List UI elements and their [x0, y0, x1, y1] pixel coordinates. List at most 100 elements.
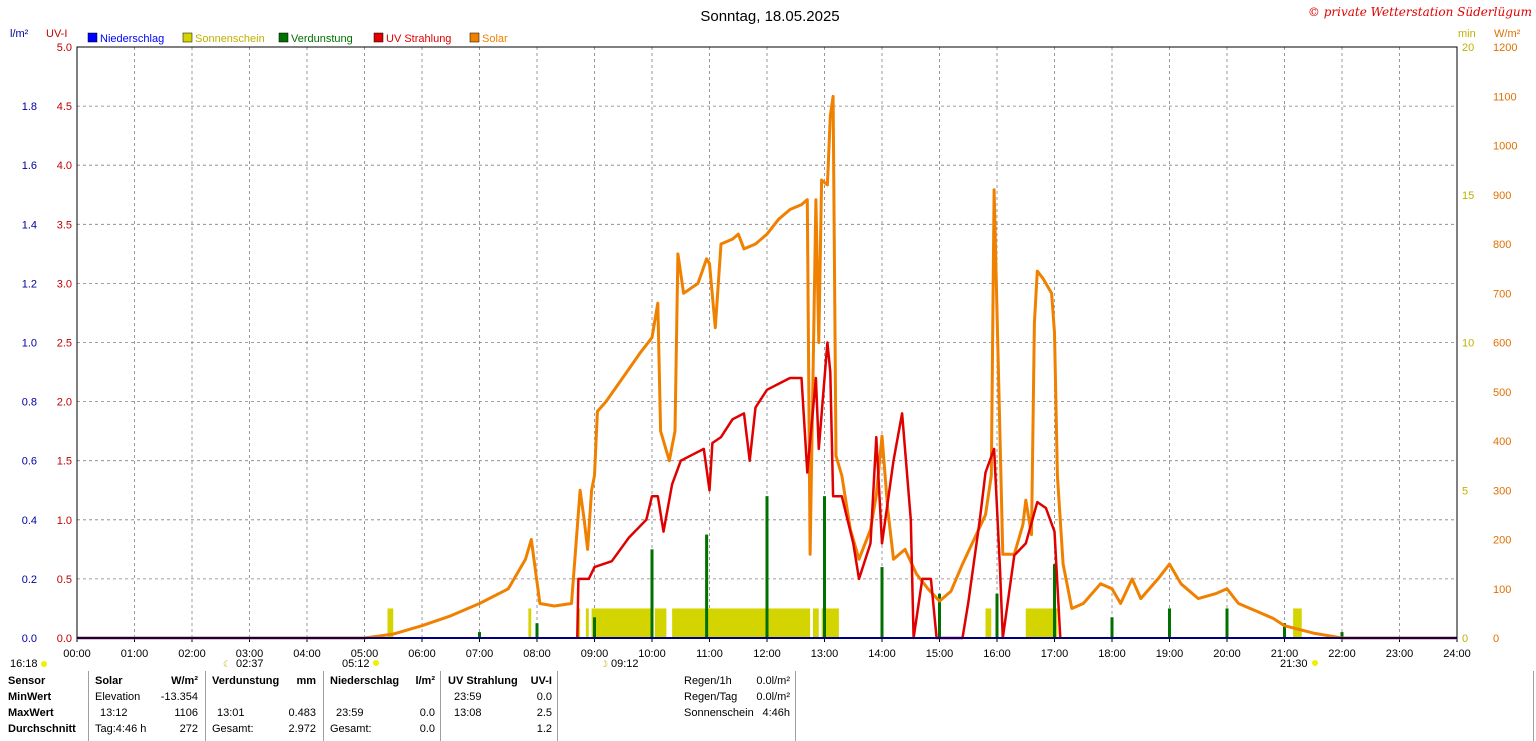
- verdunstung-bar: [1225, 608, 1229, 638]
- niederschlag-header: Niederschlag: [330, 675, 400, 687]
- left-unit-lm2: l/m²: [10, 28, 29, 40]
- sunset-icon: [1312, 660, 1318, 666]
- sunrise-icon: [373, 660, 379, 666]
- table-divider: [88, 671, 89, 741]
- verdunstung-bar: [1110, 617, 1114, 638]
- verdunstung-unit: mm: [296, 675, 316, 687]
- sonnenschein-bar: [591, 608, 652, 638]
- verdunstung-header: Verdunstung: [212, 675, 280, 687]
- verdunstung-max-time: 13:01: [217, 707, 245, 719]
- legend-swatch: [469, 32, 480, 43]
- x-tick-label: 08:00: [523, 648, 551, 660]
- chart-axes: 00:00 01:00 02:00 03:00 04:00 05:00 06:00 07:00…: [22, 42, 1518, 660]
- table-divider: [205, 671, 206, 741]
- solar-line: [77, 94, 1457, 640]
- row-label-max: MaxWert: [8, 707, 54, 719]
- row-label-min: MinWert: [8, 691, 52, 703]
- sonnenschein-bar: [985, 608, 992, 638]
- uv-unit: UV-I: [530, 675, 552, 687]
- verdunstung-bar: [1168, 608, 1171, 638]
- verdunstung-bar: [1283, 623, 1286, 638]
- table-divider: [440, 671, 441, 741]
- solar-axis-label: 200: [1493, 535, 1511, 547]
- verdunstung-bar: [995, 593, 999, 638]
- solar-axis-label: 0: [1493, 633, 1499, 645]
- solar-axis-label: 1000: [1493, 141, 1517, 153]
- verdunstung-bar: [880, 567, 884, 638]
- uv-max-time: 13:08: [454, 707, 482, 719]
- x-tick-label: 09:00: [581, 648, 609, 660]
- sonnenschein-bar: [387, 608, 394, 638]
- sonnenschein-label: Sonnenschein: [684, 707, 754, 719]
- summary-table: Sensor MinWert MaxWert Durchschnitt Sola…: [0, 673, 1536, 741]
- verdunstung-bar: [593, 617, 596, 638]
- uv-axis-label: 1.0: [57, 515, 72, 527]
- plot-frame: [76, 46, 1458, 639]
- sonnenschein-bar: [654, 608, 667, 638]
- sonnenschein-bar: [585, 608, 589, 638]
- legend-swatch: [278, 32, 289, 43]
- table-divider: [1533, 671, 1534, 741]
- regen-tag-label: Regen/Tag: [684, 691, 738, 703]
- sonnenschein-bar: [1293, 608, 1302, 638]
- niederschlag-max-value: 0.0: [419, 707, 435, 719]
- solar-axis-label: 100: [1493, 584, 1511, 596]
- niederschlag-axis-label: 1.8: [22, 101, 37, 113]
- x-tick-label: 11:00: [696, 648, 723, 660]
- solar-min-value: -13.354: [160, 691, 198, 703]
- solar-avg-value: 272: [179, 723, 198, 735]
- copyright-text: © private Wetterstation Süderlügum: [1308, 5, 1532, 19]
- x-tick-label: 19:00: [1156, 648, 1184, 660]
- x-tick-label: 22:00: [1328, 648, 1356, 660]
- x-tick-label: 15:00: [926, 648, 954, 660]
- niederschlag-axis-label: 0.0: [22, 633, 37, 645]
- sonnenschein-axis-label: 10: [1462, 338, 1474, 350]
- niederschlag-axis-label: 1.6: [22, 160, 37, 172]
- sonnenschein-axis-label: 15: [1462, 190, 1474, 202]
- legend-label: Sonnenschein: [195, 33, 265, 45]
- verdunstung-bar: [823, 496, 826, 638]
- solar-min-label: Elevation: [95, 691, 141, 703]
- verdunstung-total-value: 2.972: [288, 723, 316, 735]
- regen-tag-value: 0.0l/m²: [756, 691, 790, 703]
- legend-swatch: [87, 32, 98, 43]
- uv-axis-label: 2.0: [57, 397, 72, 409]
- niederschlag-axis-label: 0.8: [22, 397, 37, 409]
- uv-axis-label: 3.5: [57, 219, 72, 231]
- sonnenschein-axis-label: 0: [1462, 633, 1468, 645]
- x-tick-label: 14:00: [868, 648, 896, 660]
- solar-header: Solar: [95, 675, 123, 687]
- x-tick-label: 05:00: [351, 648, 379, 660]
- niederschlag-axis-label: 1.2: [22, 278, 37, 290]
- sunrise-left-label: 16:18: [10, 658, 38, 668]
- verdunstung-bar: [1053, 564, 1056, 638]
- uv-axis-label: 0.5: [57, 574, 72, 586]
- sun-icon: [41, 661, 47, 667]
- uv-max-value: 2.5: [536, 707, 552, 719]
- niederschlag-axis-label: 0.2: [22, 574, 37, 586]
- legend-label: UV Strahlung: [386, 33, 451, 45]
- solar-axis-label: 600: [1493, 338, 1511, 350]
- sonnenschein-bar: [672, 608, 811, 638]
- niederschlag-axis-label: 1.4: [22, 219, 37, 231]
- sensor-header: Sensor: [8, 675, 46, 687]
- solar-axis-label: 1100: [1493, 91, 1517, 103]
- solar-max-time: 13:12: [100, 707, 128, 719]
- uv-axis-label: 1.5: [57, 456, 72, 468]
- right-unit-min: min: [1458, 28, 1476, 40]
- solar-axis-label: 800: [1493, 239, 1511, 251]
- verdunstung-bar: [705, 534, 709, 638]
- niederschlag-unit: l/m²: [415, 675, 435, 687]
- niederschlag-total-value: 0.0: [419, 723, 435, 735]
- verdunstung-bar: [765, 496, 769, 638]
- left-unit-uvi: UV-I: [46, 28, 67, 40]
- legend: Niederschlag Sonnenschein Verdunstung UV St…: [87, 32, 508, 45]
- sonnenschein-bar: [528, 608, 532, 638]
- sonnenschein-value: 4:46h: [762, 707, 790, 719]
- sonnenschein-axis-label: 20: [1462, 42, 1474, 54]
- x-tick-label: 16:00: [983, 648, 1011, 660]
- moon-rise-icon: ☾: [223, 659, 231, 668]
- verdunstung-bar: [1340, 632, 1344, 638]
- uv-axis-label: 5.0: [57, 42, 72, 54]
- regen-1h-label: Regen/1h: [684, 675, 732, 687]
